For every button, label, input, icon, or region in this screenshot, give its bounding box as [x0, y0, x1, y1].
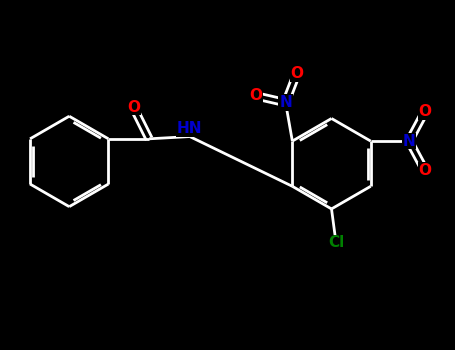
Text: HN: HN	[177, 121, 202, 136]
Text: O: O	[250, 88, 263, 103]
Text: N: N	[403, 134, 415, 149]
Text: O: O	[290, 66, 303, 81]
Text: Cl: Cl	[328, 235, 344, 250]
Text: O: O	[419, 163, 431, 178]
Text: N: N	[279, 95, 292, 110]
Text: O: O	[127, 100, 140, 115]
Text: O: O	[419, 104, 431, 119]
